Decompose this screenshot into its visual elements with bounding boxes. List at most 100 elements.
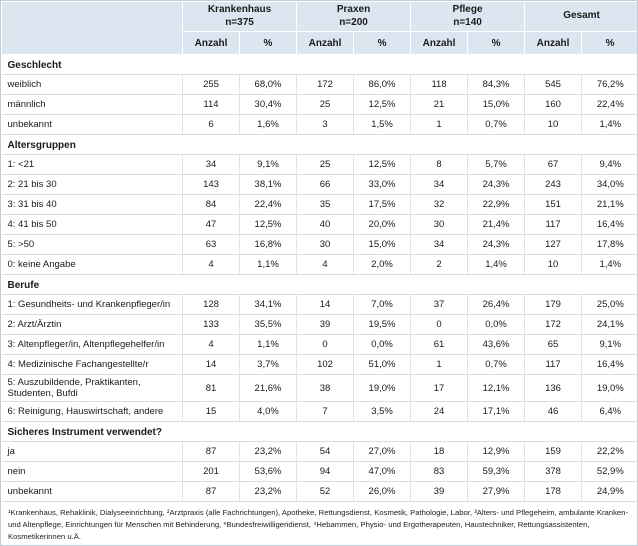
cell-percent: 24,9% [581,481,637,502]
col-group-pflege: Pflege n=140 [410,1,526,32]
cell-percent: 34,0% [581,174,637,195]
row-label: unbekannt [1,114,183,135]
row-label: 3: 31 bis 40 [1,194,183,215]
cell-anzahl: 35 [296,194,354,215]
cell-anzahl: 2 [410,254,468,275]
cell-anzahl: 40 [296,214,354,235]
col-header-percent: % [238,31,298,55]
table-row: nein 201 53,6% 94 47,0% 83 59,3% 378 52,9% [1,461,637,482]
cell-anzahl: 63 [182,234,240,255]
col-group-gesamt: Gesamt [524,1,637,32]
cell-anzahl: 378 [524,461,582,482]
col-group-praxen: Praxen n=200 [296,1,412,32]
cell-anzahl: 30 [296,234,354,255]
cell-percent: 22,4% [581,94,637,115]
cell-percent: 3,5% [353,401,411,422]
cell-anzahl: 8 [410,154,468,175]
group-header-row: Krankenhaus n=375 Praxen n=200 Pflege n=… [1,1,637,55]
table-footnote: ¹Krankenhaus, Rehaklinik, Dialyseeinrich… [1,502,637,545]
cell-percent: 15,0% [467,94,525,115]
cell-anzahl: 81 [182,374,240,402]
group-n: n=140 [453,16,482,28]
cell-percent: 12,5% [238,214,297,235]
cell-percent: 2,0% [353,254,411,275]
cell-percent: 5,7% [467,154,525,175]
cell-percent: 68,0% [238,74,297,95]
cell-anzahl: 52 [296,481,354,502]
cell-anzahl: 38 [296,374,354,402]
cell-anzahl: 67 [524,154,582,175]
cell-percent: 9,1% [238,154,297,175]
cell-percent: 21,4% [467,214,525,235]
cell-anzahl: 46 [524,401,582,422]
cell-anzahl: 14 [182,354,240,375]
cell-anzahl: 54 [296,441,354,462]
cell-anzahl: 255 [182,74,240,95]
cell-percent: 1,5% [353,114,411,135]
cell-percent: 33,0% [353,174,411,195]
cell-percent: 6,4% [581,401,637,422]
cell-percent: 76,2% [581,74,637,95]
cell-percent: 22,9% [467,194,525,215]
cell-anzahl: 1 [410,114,468,135]
cell-anzahl: 37 [410,294,468,315]
cell-percent: 0,0% [467,314,525,335]
cell-percent: 9,1% [581,334,637,355]
cell-anzahl: 4 [182,334,240,355]
cell-percent: 0,0% [353,334,411,355]
cell-anzahl: 179 [524,294,582,315]
cell-anzahl: 21 [410,94,468,115]
row-label: männlich [1,94,183,115]
cell-percent: 27,0% [353,441,411,462]
cell-anzahl: 34 [182,154,240,175]
cell-anzahl: 172 [524,314,582,335]
cell-percent: 25,0% [581,294,637,315]
table-row: 1: <21 34 9,1% 25 12,5% 8 5,7% 67 9,4% [1,154,637,175]
cell-anzahl: 10 [524,114,582,135]
cell-percent: 24,3% [467,174,525,195]
cell-percent: 21,6% [238,374,297,402]
table-row: unbekannt 87 23,2% 52 26,0% 39 27,9% 178 24,9% [1,481,637,502]
corner-cell [1,1,183,55]
cell-anzahl: 143 [182,174,240,195]
group-label: Krankenhaus [207,4,272,15]
cell-percent: 38,1% [238,174,297,195]
cell-anzahl: 7 [296,401,354,422]
cell-percent: 22,4% [238,194,297,215]
table-row: 4: 41 bis 50 47 12,5% 40 20,0% 30 21,4% 117 16,4… [1,214,637,235]
cell-percent: 17,1% [467,401,525,422]
cell-anzahl: 133 [182,314,240,335]
cell-percent: 27,9% [467,481,525,502]
cell-percent: 1,1% [238,254,297,275]
cell-anzahl: 4 [296,254,354,275]
cell-anzahl: 117 [524,354,582,375]
cell-anzahl: 1 [410,354,468,375]
cell-percent: 35,5% [238,314,297,335]
cell-percent: 16,8% [238,234,297,255]
table-row: 5: Auszubildende, Praktikanten, Studente… [1,374,637,402]
cell-percent: 1,6% [238,114,297,135]
cell-percent: 23,2% [238,441,297,462]
cell-anzahl: 172 [296,74,354,95]
cell-percent: 12,9% [467,441,525,462]
cell-percent: 16,4% [581,354,637,375]
cell-anzahl: 30 [410,214,468,235]
cell-percent: 12,5% [353,154,411,175]
cell-percent: 16,4% [581,214,637,235]
cell-anzahl: 94 [296,461,354,482]
cell-percent: 51,0% [353,354,411,375]
cell-anzahl: 136 [524,374,582,402]
sub-header-row: Anzahl % Anzahl % Anzahl % Anzahl % [2,31,637,55]
cell-percent: 0,7% [467,114,525,135]
cell-anzahl: 39 [296,314,354,335]
cell-anzahl: 10 [524,254,582,275]
table-body: Geschlecht weiblich 255 68,0% 172 86,0% 118 84,… [1,54,637,502]
cell-anzahl: 39 [410,481,468,502]
row-label: 5: Auszubildende, Praktikanten, Studente… [1,374,183,402]
cell-percent: 19,0% [353,374,411,402]
cell-percent: 30,4% [238,94,297,115]
col-header-percent: % [467,31,526,55]
cell-percent: 20,0% [353,214,411,235]
cell-anzahl: 201 [182,461,240,482]
cell-anzahl: 117 [524,214,582,235]
